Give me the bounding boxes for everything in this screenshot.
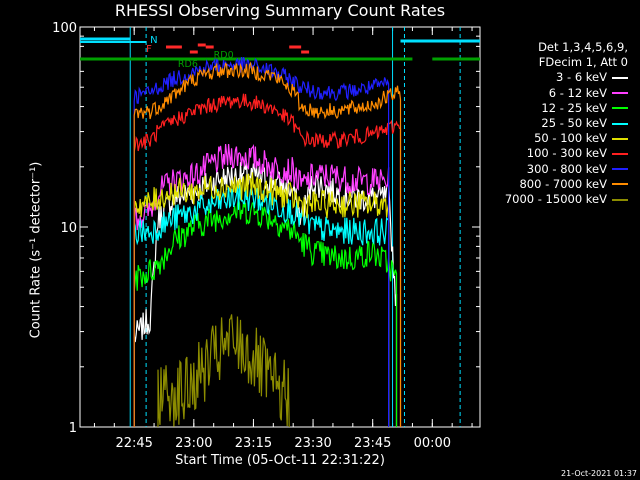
x-axis-label: Start Time (05-Oct-11 22:31:22): [175, 453, 385, 468]
x-tick-label: 23:45: [354, 436, 391, 451]
y-axis-label: Count Rate (s⁻¹ detector⁻¹): [28, 161, 44, 339]
legend-swatch: [612, 168, 628, 171]
series-line-50-100keV: [133, 172, 390, 427]
series-line-800-7000keV: [133, 61, 402, 427]
x-tick-label: 00:00: [414, 436, 451, 451]
legend-swatch: [612, 77, 628, 79]
series-line-7000-15000keV: [157, 314, 290, 428]
legend-header-1: Det 1,3,4,5,6,9,: [538, 40, 628, 54]
x-tick-label: 23:15: [235, 436, 272, 451]
legend-item: 3 - 6 keV: [505, 70, 628, 85]
legend-swatch: [612, 92, 628, 95]
series-line-100-300keV: [133, 93, 402, 427]
legend-item: 6 - 12 keV: [505, 86, 628, 101]
legend-item-label: 6 - 12 keV: [548, 85, 607, 100]
legend-item: 800 - 7000 keV: [505, 177, 628, 192]
series-line-6-12keV: [133, 143, 390, 427]
legend-item-label: 7000 - 15000 keV: [504, 192, 607, 207]
legend-item-label: 300 - 800 keV: [526, 161, 607, 176]
legend-item: 50 - 100 keV: [505, 131, 628, 146]
rd6-flag-label: RD6: [178, 59, 198, 70]
legend-swatch: [612, 183, 628, 186]
y-tick-label: 1: [69, 421, 77, 436]
y-tick-label: 100: [52, 21, 77, 36]
x-tick-label: 23:00: [175, 436, 212, 451]
legend-item: 12 - 25 keV: [505, 101, 628, 116]
x-tick-label: 22:45: [115, 436, 152, 451]
legend-item-label: 50 - 100 keV: [534, 131, 607, 146]
legend-item-label: 100 - 300 keV: [526, 146, 607, 161]
chart-title: RHESSI Observing Summary Count Rates: [114, 1, 446, 20]
flare-flag-label: F: [146, 44, 152, 55]
legend-item-label: 3 - 6 keV: [556, 70, 607, 85]
series-line-12-25keV: [133, 198, 398, 427]
legend-swatch: [612, 153, 628, 156]
legend-item: 25 - 50 keV: [505, 116, 628, 131]
rd0-flag-label: RD0: [214, 50, 234, 61]
legend-item-label: 12 - 25 keV: [541, 100, 607, 115]
series-line-25-50keV: [133, 183, 390, 427]
legend-item: 7000 - 15000 keV: [505, 192, 628, 207]
legend-swatch: [612, 122, 628, 125]
legend-item-label: 800 - 7000 keV: [519, 176, 607, 191]
legend-series-list: 3 - 6 keV 6 - 12 keV 12 - 25 keV 25 - 50 ke…: [505, 70, 628, 207]
footer-timestamp: 21-Oct-2021 01:37: [561, 469, 637, 478]
legend-swatch: [612, 198, 628, 201]
legend: Det 1,3,4,5,6,9, FDecim 1, Att 0 3 - 6 k…: [505, 40, 628, 207]
legend-item: 300 - 800 keV: [505, 162, 628, 177]
legend-swatch: [612, 137, 628, 140]
legend-item-label: 25 - 50 keV: [541, 116, 607, 131]
x-tick-label: 23:30: [294, 436, 331, 451]
legend-item: 100 - 300 keV: [505, 146, 628, 161]
night-flag-label: N: [150, 35, 157, 46]
legend-header-2: FDecim 1, Att 0: [538, 55, 628, 70]
series-line-300-800keV: [133, 56, 390, 427]
legend-swatch: [612, 107, 628, 110]
y-tick-label: 10: [60, 221, 77, 236]
